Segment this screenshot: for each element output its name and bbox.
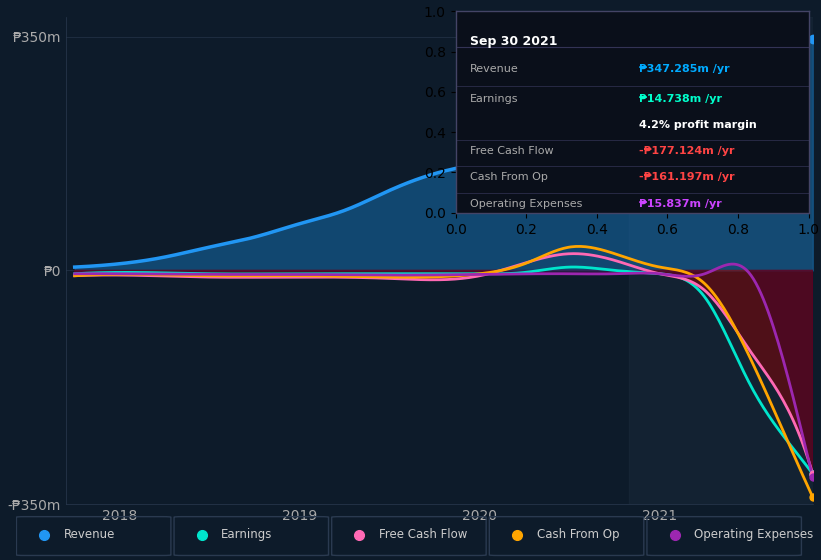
Text: Operating Expenses: Operating Expenses (470, 199, 582, 209)
Text: Cash From Op: Cash From Op (470, 172, 548, 183)
Text: ₱15.837m /yr: ₱15.837m /yr (640, 199, 722, 209)
Text: Free Cash Flow: Free Cash Flow (379, 528, 467, 542)
Text: ₱347.285m /yr: ₱347.285m /yr (640, 64, 730, 73)
Text: -₱161.197m /yr: -₱161.197m /yr (640, 172, 735, 183)
Bar (629, 17, 813, 504)
Text: Earnings: Earnings (470, 94, 518, 104)
Text: 4.2% profit margin: 4.2% profit margin (640, 120, 757, 130)
Text: Earnings: Earnings (222, 528, 273, 542)
Text: Revenue: Revenue (470, 64, 519, 73)
Text: Revenue: Revenue (64, 528, 115, 542)
Text: Free Cash Flow: Free Cash Flow (470, 146, 553, 156)
Text: Cash From Op: Cash From Op (537, 528, 619, 542)
Text: Operating Expenses: Operating Expenses (695, 528, 814, 542)
Text: Sep 30 2021: Sep 30 2021 (470, 35, 557, 48)
Text: -₱177.124m /yr: -₱177.124m /yr (640, 146, 735, 156)
Text: ₱14.738m /yr: ₱14.738m /yr (640, 94, 722, 104)
